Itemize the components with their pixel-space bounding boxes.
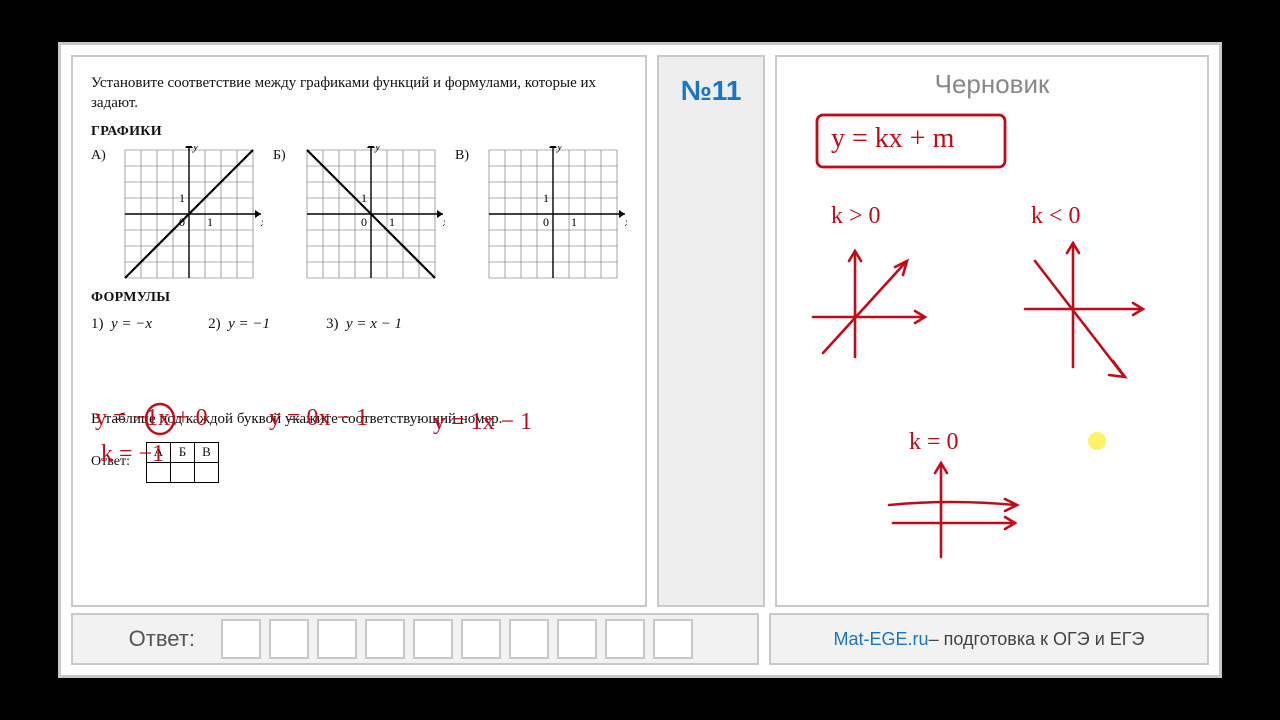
graph-c-label: В)	[455, 146, 475, 164]
hand-kneg: k < 0	[1031, 203, 1081, 230]
problem-number: №11	[681, 75, 742, 107]
problem-panel: Установите соответствие между графиками …	[71, 55, 647, 607]
answer-box-3[interactable]	[317, 619, 357, 659]
answer-box-2[interactable]	[269, 619, 309, 659]
formulas-row: 1) y = −x 2) y = −1 3) y = x − 1	[91, 316, 627, 333]
svg-text:1: 1	[543, 191, 549, 205]
cell-b[interactable]	[170, 462, 194, 482]
bottom-row: Ответ: Mat-EGE.ru – подготовка к ОГЭ и Е…	[61, 613, 1219, 675]
svg-text:1: 1	[389, 215, 395, 229]
graph-a-label: А)	[91, 146, 111, 164]
formula-1: 1) y = −x	[91, 316, 152, 333]
formula-2: 2) y = −1	[208, 316, 270, 333]
graph-a-wrap: А) yx011	[91, 146, 263, 282]
svg-text:y: y	[374, 146, 381, 153]
top-row: Установите соответствие между графиками …	[61, 45, 1219, 613]
hand-eq: y = kx + m	[831, 123, 954, 155]
graph-b-wrap: Б) y x 0 1 1	[273, 146, 445, 282]
svg-text:y: y	[556, 146, 563, 153]
answer-box-5[interactable]	[413, 619, 453, 659]
answer-box-1[interactable]	[221, 619, 261, 659]
hand-kpos: k > 0	[831, 203, 881, 230]
problem-number-panel: №11	[657, 55, 765, 607]
svg-text:x: x	[442, 215, 445, 229]
formula-3: 3) y = x − 1	[326, 316, 402, 333]
answer-box-7[interactable]	[509, 619, 549, 659]
th-b: Б	[170, 442, 194, 462]
answer-box-6[interactable]	[461, 619, 501, 659]
svg-text:1: 1	[361, 191, 367, 205]
answer-box-9[interactable]	[605, 619, 645, 659]
footer-link[interactable]: Mat-EGE.ru	[834, 629, 929, 650]
th-c: В	[194, 442, 218, 462]
answer-table-wrap: Ответ: А Б В	[91, 442, 627, 483]
svg-text:x: x	[624, 215, 627, 229]
answer-box-10[interactable]	[653, 619, 693, 659]
footer-rest: – подготовка к ОГЭ и ЕГЭ	[929, 629, 1145, 650]
svg-text:1: 1	[179, 191, 185, 205]
hand-p3: y = 1x − 1	[433, 409, 532, 436]
hand-p2: y = 0x − 1	[269, 405, 368, 432]
hand-kzero: k = 0	[909, 429, 959, 456]
task-text: Установите соответствие между графиками …	[91, 73, 627, 114]
graph-b: y x 0 1 1	[297, 146, 445, 282]
draft-panel: Черновик y = kx + m k > 0 k < 0 k = 0	[775, 55, 1209, 607]
cell-c[interactable]	[194, 462, 218, 482]
section-formulas: ФОРМУЛЫ	[91, 290, 627, 306]
svg-text:y: y	[192, 146, 199, 153]
svg-text:0: 0	[361, 215, 367, 229]
graph-b-label: Б)	[273, 146, 293, 164]
svg-text:1: 1	[571, 215, 577, 229]
footer-bar: Mat-EGE.ru – подготовка к ОГЭ и ЕГЭ	[769, 613, 1209, 665]
svg-text:1: 1	[207, 215, 213, 229]
answer-box-4[interactable]	[365, 619, 405, 659]
answer-bar: Ответ:	[71, 613, 759, 665]
section-graphs: ГРАФИКИ	[91, 124, 627, 140]
answer-bar-label: Ответ:	[85, 626, 195, 652]
graph-a: yx011	[115, 146, 263, 282]
draft-title: Черновик	[777, 69, 1207, 100]
answer-box-8[interactable]	[557, 619, 597, 659]
graph-c-wrap: В) y x 0 1 1	[455, 146, 627, 282]
stage: Установите соответствие между графиками …	[58, 42, 1222, 678]
hand-p1b: k = −1	[101, 441, 164, 468]
svg-text:0: 0	[543, 215, 549, 229]
svg-text:x: x	[260, 215, 263, 229]
graph-c: y x 0 1 1	[479, 146, 627, 282]
hand-p1a: y = −1x + 0	[95, 405, 208, 432]
graphs-row: А) y x 0 1 1 Б) y x 0 1 1 В) y x 0 1 1	[91, 146, 627, 282]
